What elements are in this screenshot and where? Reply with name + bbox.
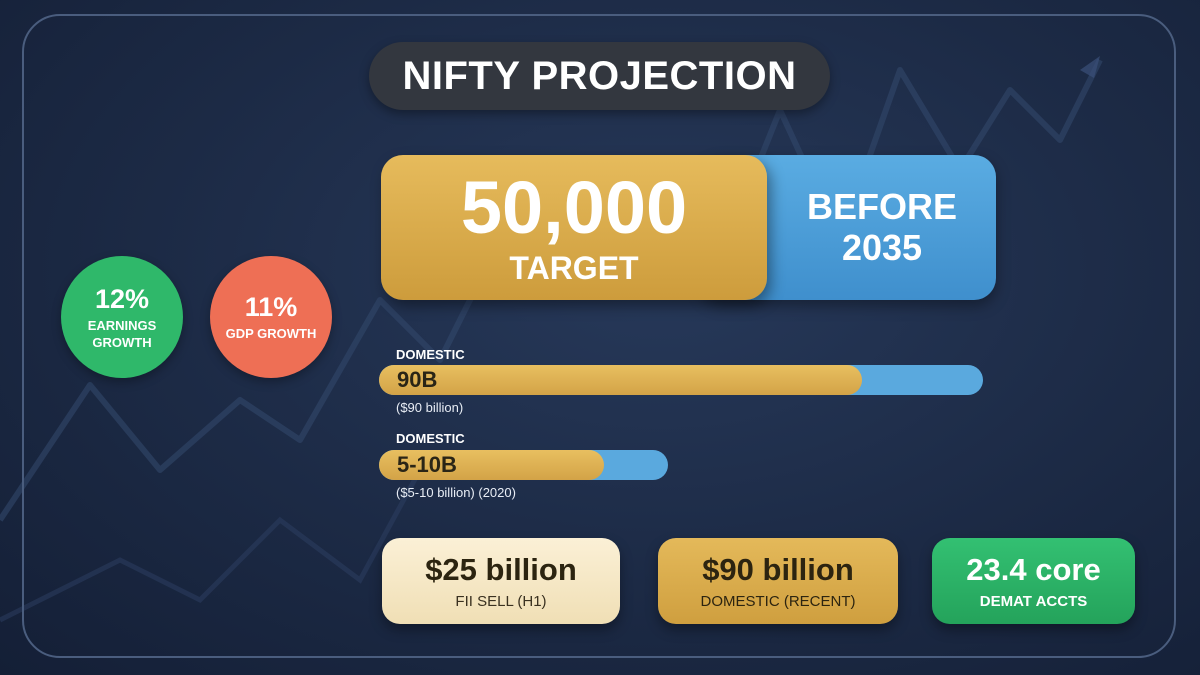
earnings-growth-label-line1: EARNINGS [87, 317, 157, 333]
gdp-growth-label: GDP GROWTH [225, 326, 317, 341]
fii-sell-label: FII SELL (H1) [455, 593, 547, 610]
bar-2-note: ($5-10 billion) (2020) [396, 485, 516, 500]
bar-2-fill [379, 450, 605, 480]
deadline-line2: 2035 [841, 227, 923, 268]
bar-1-category: DOMESTIC [396, 347, 465, 362]
arrow-head-icon [1080, 56, 1100, 78]
domestic-recent-label: DOMESTIC (RECENT) [700, 593, 856, 610]
page-title: NIFTY PROJECTION [402, 53, 797, 98]
earnings-growth-value: 12% [94, 283, 150, 314]
gdp-growth-value: 11% [244, 292, 298, 322]
domestic-recent-value: $90 billion [702, 552, 854, 587]
deadline-text: BEFORE 2035 [768, 186, 996, 268]
fii-sell-card: $25 billion FII SELL (H1) [382, 538, 620, 624]
bar-2-track: 5-10B [379, 450, 668, 480]
target-box [381, 155, 767, 300]
earnings-growth-label-line2: GROWTH [92, 334, 152, 350]
domestic-recent-card: $90 billion DOMESTIC (RECENT) [658, 538, 898, 624]
fii-sell-value: $25 billion [425, 552, 577, 587]
title-pill: NIFTY PROJECTION [369, 42, 830, 110]
gdp-growth-circle: 11% GDP GROWTH [210, 256, 332, 378]
bar-1-track: 90B [379, 365, 983, 395]
bar-1-fill [379, 365, 863, 395]
demat-accounts-card: 23.4 core DEMAT ACCTS [932, 538, 1135, 624]
demat-accounts-value: 23.4 core [966, 552, 1101, 587]
slide-frame [22, 14, 1176, 658]
demat-accounts-label: DEMAT ACCTS [979, 593, 1088, 610]
bar-1-note: ($90 billion) [396, 400, 464, 415]
earnings-growth-label: EARNINGS GROWTH [88, 317, 157, 351]
bar-2-value: 5-10B [397, 452, 457, 477]
bar-2-category: DOMESTIC [396, 431, 465, 446]
target-label: TARGET [509, 250, 639, 286]
deadline-line1: BEFORE [806, 186, 957, 227]
earnings-growth-circle: 12% EARNINGS GROWTH [61, 256, 183, 378]
target-value: 50,000 [460, 166, 688, 249]
bar-1-value: 90B [397, 367, 438, 392]
